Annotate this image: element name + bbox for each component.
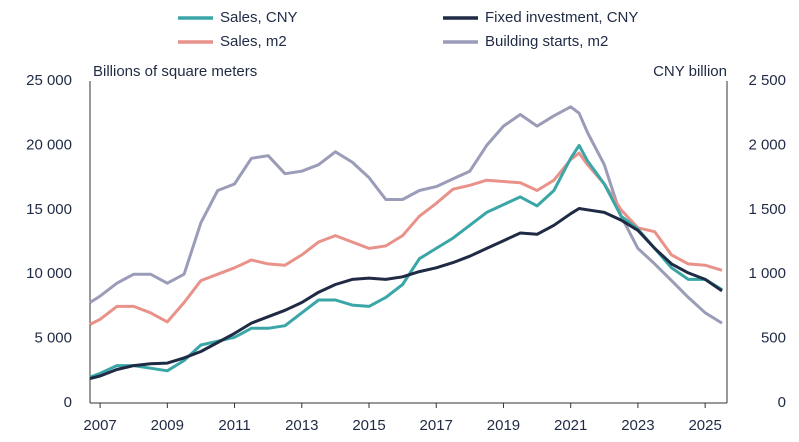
x-tick-label: 2019 (487, 417, 520, 434)
x-tick-label: 2009 (151, 417, 184, 434)
y2-tick-label: 2 500 (748, 72, 786, 89)
x-tick-label: 2015 (352, 417, 385, 434)
y-tick-label: 20 000 (26, 136, 72, 153)
legend-label: Building starts, m2 (485, 33, 608, 50)
y2-tick-label: 2 000 (748, 136, 786, 153)
legend-label: Sales, CNY (220, 9, 298, 26)
series-line (89, 143, 723, 379)
y-axis-label: Billions of square meters (93, 63, 257, 80)
legend-label: Fixed investment, CNY (485, 9, 638, 26)
x-tick-label: 2013 (285, 417, 318, 434)
series-line (89, 151, 723, 326)
y-tick-label: 15 000 (26, 201, 72, 218)
y-tick-label: 10 000 (26, 265, 72, 282)
x-tick-label: 2025 (688, 417, 721, 434)
x-tick-label: 2017 (420, 417, 453, 434)
y2-tick-label: 1 500 (748, 201, 786, 218)
x-tick-label: 2011 (218, 417, 250, 434)
x-tick-label: 2007 (83, 417, 116, 434)
legend-label: Sales, m2 (220, 33, 287, 50)
x-tick-label: 2021 (554, 417, 587, 434)
y2-tick-label: 500 (761, 330, 786, 347)
series-line (89, 207, 723, 380)
x-tick-label: 2023 (621, 417, 654, 434)
y2-axis-label: CNY billion (653, 63, 727, 80)
y2-tick-label: 1 000 (748, 265, 786, 282)
y-tick-label: 0 (64, 394, 72, 411)
y-tick-label: 25 000 (26, 72, 72, 89)
series-line (89, 105, 723, 325)
y-tick-label: 5 000 (34, 330, 72, 347)
y2-tick-label: 0 (778, 394, 786, 411)
